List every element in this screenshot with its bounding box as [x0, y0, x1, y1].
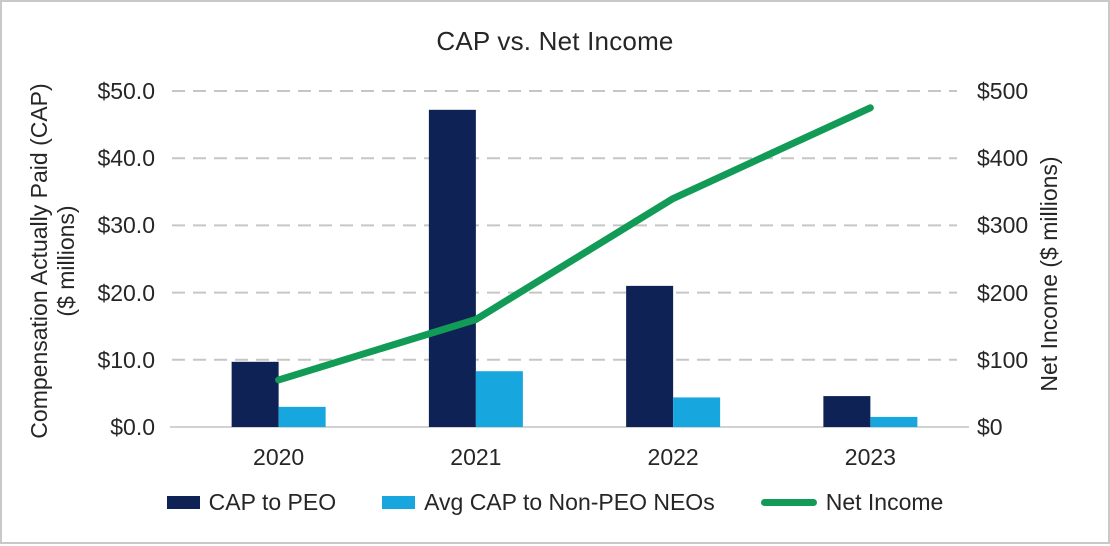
- right-axis-tick-label: $0: [977, 414, 1003, 440]
- left-axis-tick-label: $0.0: [110, 414, 155, 440]
- legend-item: Net Income: [760, 489, 944, 516]
- legend-label: Avg CAP to Non-PEO NEOs: [424, 489, 715, 515]
- legend-line-swatch: [760, 499, 817, 506]
- legend-item: Avg CAP to Non-PEO NEOs: [382, 489, 715, 516]
- right-axis-tick-label: $200: [977, 279, 1029, 306]
- legend-label: Net Income: [825, 489, 944, 515]
- left-axis-tick-label: $30.0: [97, 212, 155, 239]
- category-label: 2021: [450, 444, 502, 470]
- left-axis-tick-label: $50.0: [97, 78, 155, 104]
- right-axis-tick-label: $400: [977, 145, 1029, 172]
- bar-avg-cap-to-non-peo-neos: [278, 406, 326, 427]
- right-axis-tick-label: $500: [977, 78, 1029, 104]
- bar-cap-to-peo: [823, 396, 871, 427]
- bar-cap-to-peo: [626, 285, 674, 427]
- right-axis-tick-label: $300: [977, 212, 1029, 239]
- bar-avg-cap-to-non-peo-neos: [870, 416, 918, 427]
- category-label: 2022: [647, 444, 699, 470]
- bar-cap-to-peo: [231, 361, 279, 427]
- bar-avg-cap-to-non-peo-neos: [475, 371, 523, 427]
- net-income-line: [275, 104, 874, 384]
- bar-cap-to-peo: [428, 109, 476, 427]
- left-axis-tick-label: $20.0: [97, 279, 155, 306]
- chart-title: CAP vs. Net Income: [436, 26, 674, 56]
- legend-label: CAP to PEO: [208, 489, 337, 515]
- category-label: 2023: [844, 444, 896, 470]
- bar-avg-cap-to-non-peo-neos: [673, 397, 721, 427]
- category-label: 2020: [253, 444, 305, 470]
- left-axis-tick-label: $40.0: [97, 145, 155, 172]
- right-axis-tick-label: $100: [977, 346, 1029, 373]
- legend: CAP to PEO Avg CAP to Non-PEO NEOs Net Inc…: [2, 489, 1108, 516]
- left-axis-tick-label: $10.0: [97, 346, 155, 373]
- legend-bar-swatch: [166, 496, 200, 509]
- legend-bar-swatch: [382, 496, 416, 509]
- legend-item: CAP to PEO: [166, 489, 337, 516]
